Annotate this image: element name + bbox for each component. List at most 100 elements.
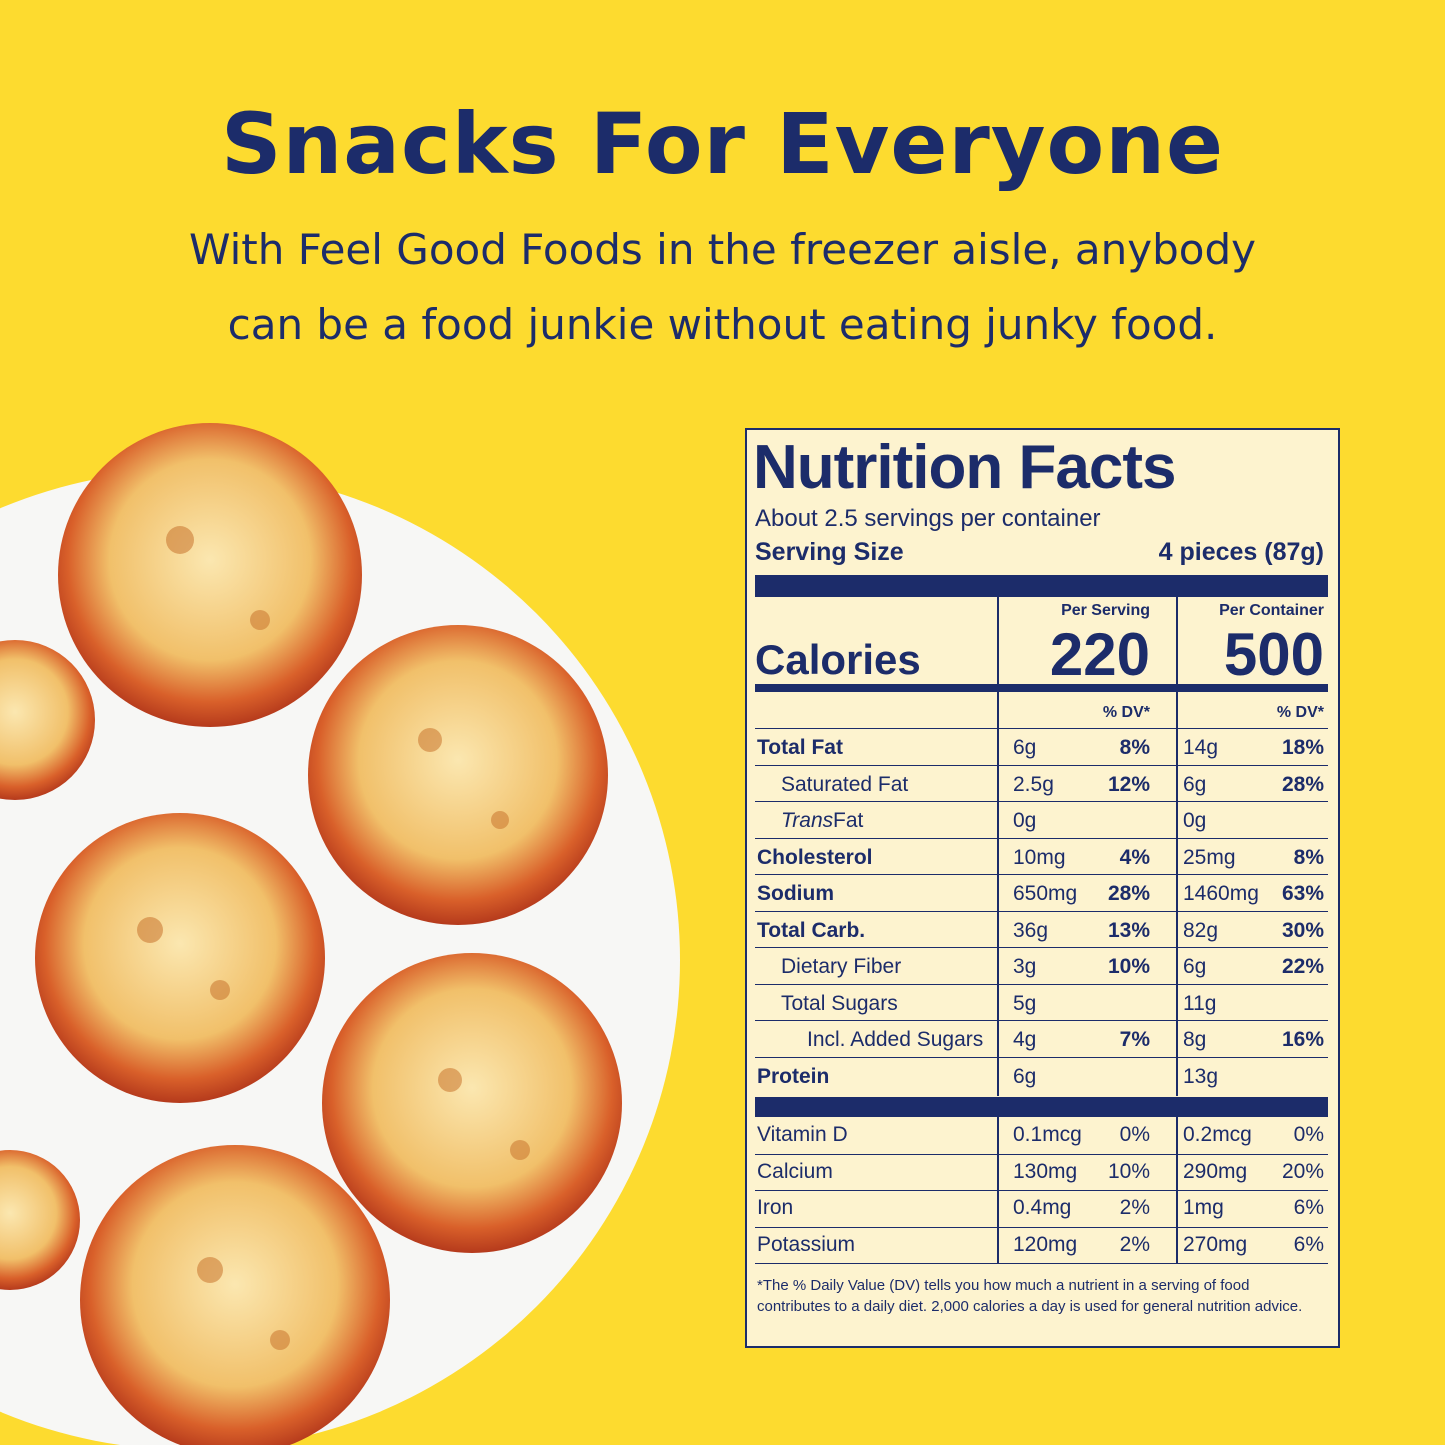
nutrient-name: Cholesterol: [757, 845, 873, 869]
nutrient-name: Potassium: [757, 1232, 856, 1256]
subtitle: With Feel Good Foods in the freezer aisl…: [189, 225, 1256, 274]
amount: 8g: [1183, 1028, 1207, 1051]
dv-value: 30%: [1281, 918, 1324, 942]
amount: 2.5g: [1013, 772, 1054, 796]
nutrient-name: Trans: [781, 809, 834, 832]
dv-value: 2%: [1119, 1232, 1150, 1256]
amount: 0g: [1183, 809, 1207, 832]
column-divider: [997, 597, 999, 1096]
divider: [755, 801, 1328, 802]
dv-value: 16%: [1281, 1028, 1324, 1051]
dv-value: 63%: [1281, 882, 1324, 905]
amount: 3g: [1013, 955, 1037, 978]
dv-value: 10%: [1107, 955, 1150, 978]
amount: 11g: [1183, 991, 1217, 1015]
rule: [755, 575, 1328, 597]
dv-value: 8%: [1293, 845, 1324, 869]
rule: [755, 1097, 1328, 1117]
title: Snacks For Everyone: [220, 95, 1224, 193]
amount: 0.1mcg: [1013, 1123, 1082, 1146]
amount: 1460mg: [1183, 882, 1259, 905]
amount: 82g: [1183, 918, 1219, 942]
dv-value: 7%: [1119, 1028, 1150, 1051]
dv-value: 12%: [1107, 772, 1150, 796]
amount: 130mg: [1013, 1159, 1078, 1183]
rule: [755, 684, 1328, 692]
amount: 0.2mcg: [1183, 1123, 1252, 1146]
divider: [755, 1153, 1328, 1155]
dv-value: 13%: [1107, 918, 1150, 942]
nutrient-name: Total Sugars: [781, 991, 898, 1015]
divider: [755, 910, 1328, 912]
nutrient-name: Vitamin D: [757, 1123, 848, 1146]
dv-value: 4%: [1119, 845, 1150, 869]
nutrient-name: Fat: [833, 809, 864, 832]
amount: 13g: [1183, 1064, 1219, 1088]
nutrient-name: Sodium: [757, 882, 834, 905]
dv-value: 6%: [1293, 1196, 1324, 1219]
amount: 290mg: [1183, 1159, 1248, 1183]
divider: [755, 983, 1328, 985]
serving-size: 4 pieces (87g): [1158, 538, 1324, 566]
amount: 650mg: [1013, 882, 1078, 905]
amount: 6g: [1183, 955, 1207, 978]
dv-value: 18%: [1281, 736, 1324, 759]
nutrient-name: Calcium: [757, 1159, 833, 1183]
dv-value: 0%: [1119, 1123, 1150, 1146]
amount: 10mg: [1013, 845, 1066, 869]
divider: [755, 1190, 1328, 1191]
amount: 4g: [1013, 1028, 1037, 1051]
nutrient-name: Protein: [757, 1064, 830, 1088]
calories-label: Calories: [755, 636, 921, 683]
dv-value: 10%: [1107, 1159, 1150, 1183]
divider: [755, 1056, 1328, 1058]
amount: 0g: [1013, 809, 1037, 832]
nutrient-name: Total Fat: [757, 736, 843, 759]
nutrition-label: Nutrition Facts About 2.5 servings per co…: [745, 428, 1340, 1348]
amount: 6g: [1013, 1064, 1037, 1088]
divider: [755, 764, 1328, 766]
column-header: Per Container: [1219, 602, 1324, 619]
nutrient-name: Total Carb.: [757, 918, 866, 942]
calories-value: 220: [1049, 621, 1150, 688]
column-divider: [997, 1117, 999, 1263]
divider: [755, 1020, 1328, 1021]
footnote: *The % Daily Value (DV) tells you how mu…: [757, 1277, 1303, 1315]
divider: [755, 1226, 1328, 1228]
dv-value: 2%: [1119, 1196, 1150, 1219]
amount: 36g: [1013, 918, 1049, 942]
serving-size-label: Serving Size: [755, 538, 904, 566]
nutrient-name: Incl. Added Sugars: [807, 1028, 984, 1051]
dv-value: 20%: [1281, 1159, 1324, 1183]
amount: 0.4mg: [1013, 1196, 1072, 1219]
dv-value: 0%: [1293, 1123, 1324, 1146]
amount: 6g: [1183, 772, 1207, 796]
divider: [755, 837, 1328, 839]
dv-value: 28%: [1107, 882, 1150, 905]
servings: About 2.5 servings per container: [755, 505, 1101, 532]
amount: 120mg: [1013, 1232, 1078, 1256]
column-divider: [1176, 597, 1178, 1096]
amount: 14g: [1183, 736, 1219, 759]
amount: 25mg: [1183, 845, 1236, 869]
divider: [755, 947, 1328, 948]
subtitle: can be a food junkie without eating junk…: [227, 300, 1218, 349]
amount: 270mg: [1183, 1232, 1248, 1256]
divider: [755, 728, 1328, 729]
divider: [755, 874, 1328, 875]
column-divider: [1176, 1117, 1178, 1263]
calories-value: 500: [1223, 621, 1324, 688]
nutrient-name: Iron: [757, 1196, 794, 1219]
column-header: Per Serving: [1061, 602, 1150, 619]
dv-header: % DV*: [1102, 704, 1150, 721]
divider: [755, 1263, 1328, 1264]
dv-value: 28%: [1281, 772, 1324, 796]
amount: 5g: [1013, 991, 1037, 1015]
amount: 6g: [1013, 736, 1037, 759]
dv-header: % DV*: [1276, 704, 1324, 721]
amount: 1mg: [1183, 1196, 1224, 1219]
label-title: Nutrition Facts: [753, 433, 1176, 502]
nutrient-name: Saturated Fat: [781, 772, 909, 796]
